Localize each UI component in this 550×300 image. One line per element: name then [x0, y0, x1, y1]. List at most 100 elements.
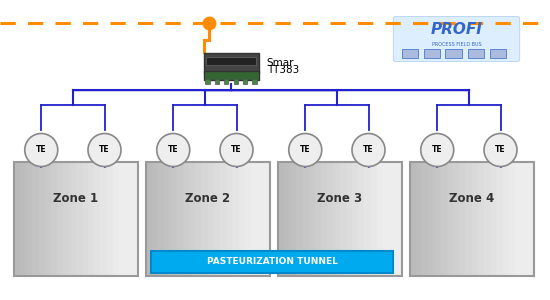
Bar: [164, 162, 171, 276]
Bar: [195, 162, 202, 276]
Bar: [82, 162, 89, 276]
Bar: [208, 162, 214, 276]
Ellipse shape: [352, 134, 385, 166]
Bar: [239, 162, 245, 276]
Bar: [352, 162, 359, 276]
Bar: [251, 162, 257, 276]
Bar: [296, 162, 303, 276]
Bar: [527, 162, 534, 276]
Bar: [503, 162, 509, 276]
Bar: [51, 162, 58, 276]
Bar: [131, 162, 138, 276]
Bar: [484, 162, 491, 276]
Bar: [284, 162, 290, 276]
Text: Zone 2: Zone 2: [185, 192, 230, 205]
Bar: [226, 162, 233, 276]
Bar: [107, 162, 113, 276]
Ellipse shape: [157, 134, 190, 166]
Bar: [428, 162, 435, 276]
Text: Zone 3: Zone 3: [317, 192, 362, 205]
Bar: [234, 79, 238, 84]
Bar: [515, 162, 521, 276]
Bar: [290, 162, 297, 276]
Bar: [152, 162, 158, 276]
Text: TT383: TT383: [267, 65, 299, 75]
Bar: [170, 162, 177, 276]
Bar: [478, 162, 485, 276]
Bar: [278, 162, 284, 276]
Bar: [302, 162, 309, 276]
Bar: [447, 162, 454, 276]
Bar: [26, 162, 33, 276]
Bar: [20, 162, 26, 276]
Bar: [422, 162, 429, 276]
Bar: [377, 162, 383, 276]
Bar: [371, 162, 377, 276]
Bar: [453, 162, 460, 276]
Bar: [14, 162, 20, 276]
Bar: [395, 162, 402, 276]
Bar: [146, 162, 270, 276]
Bar: [76, 162, 82, 276]
Bar: [151, 250, 393, 273]
Text: TE: TE: [168, 146, 179, 154]
Ellipse shape: [220, 134, 253, 166]
Bar: [346, 162, 353, 276]
Bar: [364, 162, 371, 276]
Bar: [434, 162, 441, 276]
Bar: [39, 162, 45, 276]
Text: TE: TE: [99, 146, 110, 154]
Bar: [214, 162, 221, 276]
Bar: [496, 162, 503, 276]
Bar: [459, 162, 466, 276]
Bar: [389, 162, 396, 276]
Bar: [358, 162, 365, 276]
Text: TE: TE: [495, 146, 506, 154]
Text: TE: TE: [231, 146, 242, 154]
Bar: [490, 162, 497, 276]
Bar: [257, 162, 264, 276]
Bar: [94, 162, 101, 276]
Bar: [183, 162, 190, 276]
Bar: [472, 162, 478, 276]
Bar: [205, 79, 210, 84]
Ellipse shape: [484, 134, 517, 166]
Text: PROFI: PROFI: [431, 22, 482, 37]
Bar: [509, 162, 515, 276]
Bar: [416, 162, 423, 276]
Bar: [521, 162, 528, 276]
Bar: [424, 50, 440, 58]
Bar: [327, 162, 334, 276]
Ellipse shape: [289, 134, 322, 166]
Text: TE: TE: [300, 146, 311, 154]
Bar: [220, 162, 227, 276]
Bar: [278, 162, 402, 276]
Bar: [309, 162, 316, 276]
Text: Zone 1: Zone 1: [53, 192, 98, 205]
Bar: [100, 162, 107, 276]
Bar: [177, 162, 184, 276]
Text: PROCESS FIELD BUS: PROCESS FIELD BUS: [432, 41, 481, 46]
Bar: [63, 162, 70, 276]
Bar: [119, 162, 125, 276]
Text: TE: TE: [36, 146, 47, 154]
Bar: [243, 79, 248, 84]
Bar: [468, 50, 484, 58]
Bar: [315, 162, 322, 276]
Bar: [441, 162, 448, 276]
Bar: [340, 162, 346, 276]
Ellipse shape: [421, 134, 454, 166]
Bar: [465, 162, 472, 276]
Bar: [204, 71, 258, 80]
Text: Smar: Smar: [267, 58, 294, 68]
Ellipse shape: [25, 134, 58, 166]
Bar: [158, 162, 165, 276]
Bar: [206, 57, 256, 64]
Bar: [245, 162, 251, 276]
Bar: [321, 162, 328, 276]
Bar: [201, 162, 208, 276]
Bar: [383, 162, 389, 276]
Bar: [333, 162, 340, 276]
Text: PASTEURIZATION TUNNEL: PASTEURIZATION TUNNEL: [207, 257, 338, 266]
Bar: [214, 79, 219, 84]
